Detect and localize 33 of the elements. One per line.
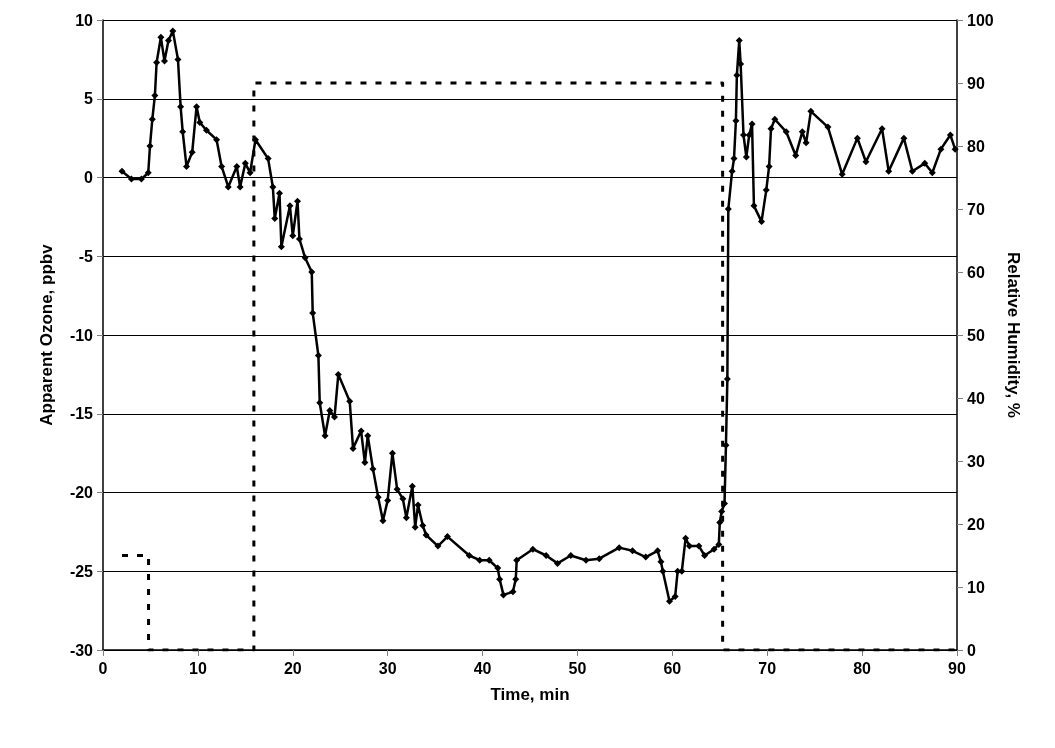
y2-tick-label: 40: [967, 389, 985, 407]
x-tick-label: 70: [758, 659, 777, 677]
y-tick-label: 5: [84, 90, 94, 108]
y-tick-label: -20: [69, 484, 94, 501]
x-tick-label: 80: [853, 659, 872, 677]
y2-axis-title: Relative Humidity, %: [1004, 252, 1023, 418]
y-tick-label: -30: [69, 641, 94, 659]
y2-tick-label: 90: [967, 74, 985, 92]
y2-tick-label: 80: [967, 137, 985, 155]
y-tick-label: -25: [69, 562, 94, 580]
y2-tick-label: 100: [967, 11, 994, 29]
y-tick-label: -15: [69, 405, 94, 423]
y2-tick-label: 30: [967, 452, 985, 470]
x-tick-label: 0: [98, 659, 108, 677]
y2-tick-label: 0: [967, 641, 976, 659]
y-tick-label: 0: [84, 169, 94, 186]
y2-tick-label: 50: [967, 326, 985, 344]
y-tick-label: -5: [78, 247, 94, 265]
x-tick-label: 90: [948, 659, 966, 677]
x-tick-label: 20: [283, 659, 302, 677]
y-tick-label: -10: [69, 326, 94, 344]
y-axis-title: Apparent Ozone, ppbv: [37, 243, 56, 426]
x-tick-label: 30: [378, 659, 397, 677]
x-tick-label: 50: [568, 659, 587, 677]
x-tick-label: 40: [473, 659, 492, 677]
y2-tick-label: 70: [967, 200, 985, 218]
y-tick-label: 10: [75, 11, 94, 29]
y2-tick-label: 20: [967, 515, 985, 533]
x-tick-label: 10: [188, 659, 207, 677]
x-tick-label: 60: [663, 659, 682, 677]
y2-tick-label: 10: [967, 578, 985, 596]
x-axis-title: Time, min: [490, 685, 570, 704]
y2-tick-label: 60: [967, 263, 985, 281]
